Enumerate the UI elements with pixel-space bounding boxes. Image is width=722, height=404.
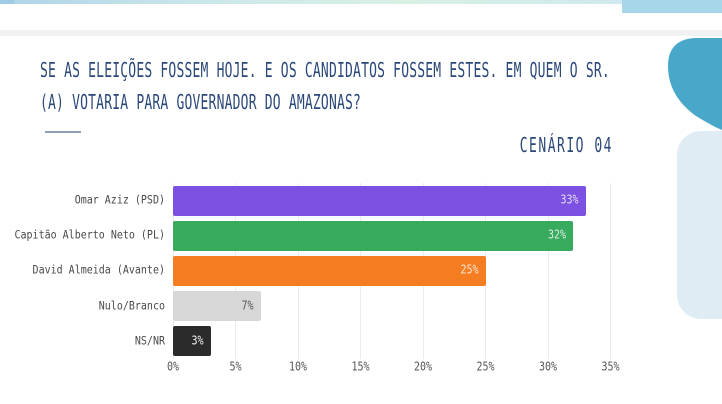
title-underline-decoration	[45, 131, 81, 133]
chart-row: David Almeida (Avante) 25%	[0, 253, 722, 288]
top-accent-bar	[0, 0, 622, 4]
value-label: 3%	[191, 334, 204, 348]
bar: 33%	[173, 185, 586, 216]
side-pill-decoration	[677, 131, 722, 319]
chart-row: Omar Aziz (PSD) 33%	[0, 183, 722, 218]
category-label: NS/NR	[134, 335, 165, 348]
chart-row: Nulo/Branco 7%	[0, 289, 722, 324]
category-label: Omar Aziz (PSD)	[74, 194, 165, 207]
bar: 3%	[173, 326, 211, 357]
category-label: Nulo/Branco	[98, 299, 165, 313]
category-label: Capitão Alberto Neto (PL)	[14, 229, 165, 243]
bar: 7%	[173, 291, 261, 322]
question-title: SE AS ELEIÇÕES FOSSEM HOJE. E OS CANDIDA…	[40, 56, 610, 120]
scenario-label: CENÁRIO 04	[519, 135, 613, 159]
x-tick-label: 15%	[351, 360, 370, 375]
chart-row: NS/NR 3%	[0, 324, 722, 359]
chart-row: Capitão Alberto Neto (PL) 32%	[0, 218, 722, 253]
x-tick-label: 0%	[166, 360, 180, 375]
top-accent-bar-left-segment	[0, 0, 14, 4]
chart-gridline	[547, 183, 549, 359]
value-label: 25%	[460, 264, 479, 278]
value-label: 33%	[560, 193, 579, 208]
corner-leaf-decoration	[668, 38, 722, 130]
x-tick-label: 5%	[229, 360, 242, 375]
chart-gridline	[610, 183, 611, 359]
category-label: David Almeida (Avante)	[32, 264, 165, 278]
question-title-line-2: (A) VOTARIA PARA GOVERNADOR DO AMAZONAS?	[40, 91, 362, 116]
x-tick-label: 10%	[288, 360, 308, 375]
value-label: 32%	[547, 229, 566, 243]
question-title-line-1: SE AS ELEIÇÕES FOSSEM HOJE. E OS CANDIDA…	[40, 59, 610, 84]
x-tick-label: 30%	[538, 360, 558, 375]
top-accent-bar-right-segment	[622, 0, 722, 13]
bar: 25%	[173, 255, 486, 286]
x-tick-label: 35%	[601, 360, 620, 375]
x-tick-label: 25%	[476, 360, 495, 375]
x-tick-label: 20%	[413, 360, 433, 375]
chart-gridline	[485, 183, 486, 359]
bar-chart: Omar Aziz (PSD) 33% Capitão Alberto Neto (…	[0, 183, 722, 388]
chart-rows: Omar Aziz (PSD) 33% Capitão Alberto Neto (…	[0, 183, 722, 359]
bar: 32%	[173, 220, 573, 251]
value-label: 7%	[241, 299, 254, 313]
card-divider	[0, 30, 722, 36]
